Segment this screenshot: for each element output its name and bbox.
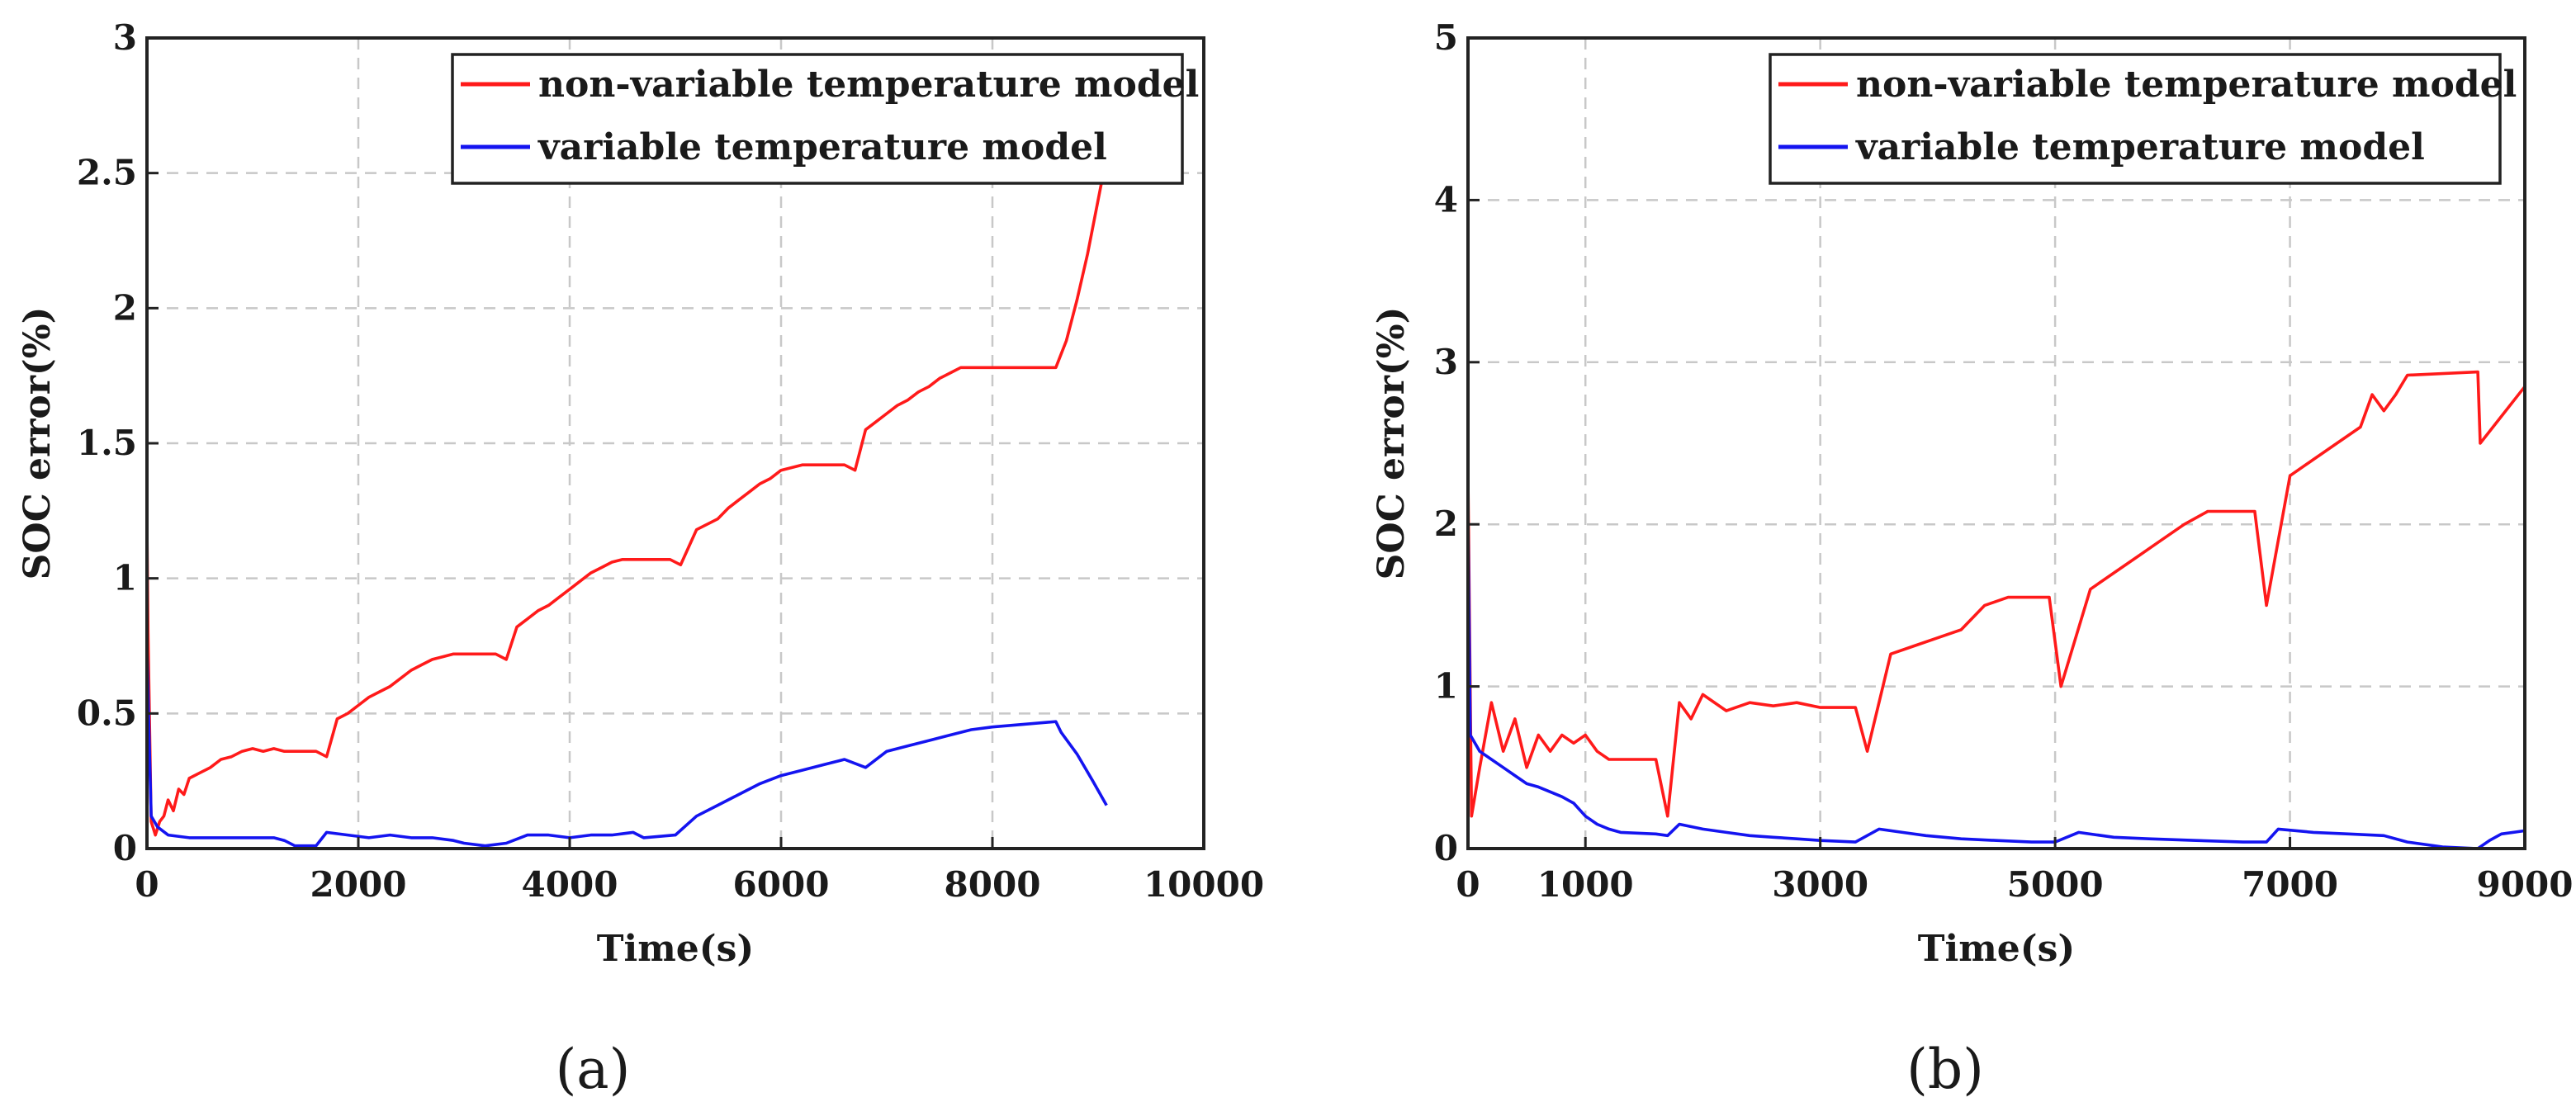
panel-a-series xyxy=(145,173,1108,848)
panel-a-y-tick-label: 3 xyxy=(113,17,137,58)
panel-a-y-tick-label: 0.5 xyxy=(77,693,137,733)
panel-b-grid xyxy=(1468,38,2525,849)
panel-b-legend: non-variable temperature model variable … xyxy=(1769,53,2517,185)
panel-a-series-variable-temperature-model xyxy=(145,645,1108,848)
panel-b-x-tick-label: 5000 xyxy=(2007,864,2104,905)
panel-b-x-axis-label: Time(s) xyxy=(1918,928,2075,970)
panel-a-legend: non-variable temperature model variable … xyxy=(451,53,1199,185)
panel-a-legend-box xyxy=(451,53,1184,185)
panel-b-legend-label-variable: variable temperature model xyxy=(1855,126,2425,168)
panel-b-x-tick-label: 1000 xyxy=(1537,864,1634,905)
panel-a-series-non-variable-temperature-model xyxy=(145,173,1106,837)
panel-b-y-tick-label: 2 xyxy=(1434,504,1458,544)
panel-b-x-tick-label: 3000 xyxy=(1772,864,1868,905)
panel-b-x-tick-label: 9000 xyxy=(2477,864,2574,905)
panel-b-x-tick-label: 0 xyxy=(1456,864,1480,905)
panel-a-chart: 0 2000 4000 6000 8000 10000 0 0.5 1 1.5 2 2.5 3 Time… xyxy=(17,17,1264,970)
panel-a-x-tick-label: 6000 xyxy=(733,864,830,905)
panel-a-y-tick-label: 1.5 xyxy=(77,423,137,463)
panel-a-legend-label-non-variable: non-variable temperature model xyxy=(538,64,1199,106)
panel-b-series-variable-temperature-model xyxy=(1466,516,2526,850)
panel-b-legend-label-non-variable: non-variable temperature model xyxy=(1856,64,2517,106)
panel-b-y-axis-label: SOC error(%) xyxy=(1371,307,1413,580)
panel-a-ticks: 0 2000 4000 6000 8000 10000 0 0.5 1 1.5 2 2.5 3 xyxy=(77,17,1264,905)
panel-b-series-non-variable-temperature-model xyxy=(1466,370,2526,818)
panel-b-y-tick-label: 5 xyxy=(1434,17,1458,58)
panel-a-y-tick-label: 2 xyxy=(113,287,137,328)
panel-a-x-tick-label: 2000 xyxy=(310,864,407,905)
panel-a-y-tick-label: 1 xyxy=(113,558,137,598)
panel-a-x-tick-label: 10000 xyxy=(1144,864,1264,905)
panel-b-series xyxy=(1466,370,2526,850)
panel-a-grid xyxy=(147,38,1204,849)
panel-a-x-tick-label: 8000 xyxy=(945,864,1041,905)
panel-a-y-tick-label: 2.5 xyxy=(77,153,137,193)
panel-a-x-tick-label: 0 xyxy=(135,864,159,905)
panel-a-y-axis-label: SOC error(%) xyxy=(17,307,59,580)
panel-b-frame xyxy=(1466,36,2526,850)
panel-b-x-tick-label: 7000 xyxy=(2242,864,2338,905)
panel-b-y-tick-label: 4 xyxy=(1434,179,1458,220)
panel-a-x-tick-label: 4000 xyxy=(522,864,618,905)
panel-b-chart: 0 1000 3000 5000 7000 9000 0 1 2 3 4 5 Time(s) SOC … xyxy=(1371,17,2573,970)
panel-b-legend-box xyxy=(1769,53,2502,185)
panel-label-a: (a) xyxy=(556,1038,631,1101)
panel-b-y-tick-label: 3 xyxy=(1434,342,1458,382)
panel-a-y-tick-label: 0 xyxy=(113,828,137,868)
panel-a-legend-label-variable: variable temperature model xyxy=(537,126,1107,168)
panel-label-b: (b) xyxy=(1906,1038,1984,1101)
panel-a-x-axis-label: Time(s) xyxy=(597,928,754,970)
panel-b-ticks: 0 1000 3000 5000 7000 9000 0 1 2 3 4 5 xyxy=(1434,17,2574,905)
panel-b-y-tick-label: 0 xyxy=(1434,828,1458,868)
panel-b-y-tick-label: 1 xyxy=(1434,666,1458,707)
